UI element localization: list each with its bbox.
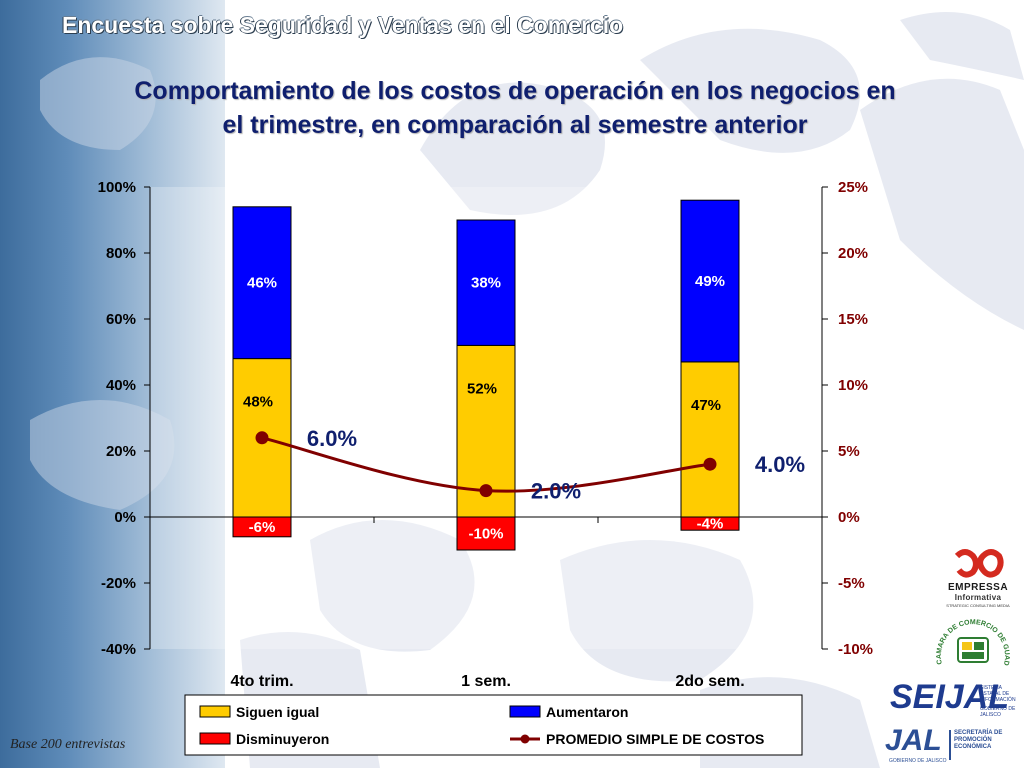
right-tick-label: 10% [838,377,868,394]
chart-title: Comportamiento de los costos de operació… [50,74,980,142]
left-tick-label: 100% [98,179,136,196]
left-tick-label: 80% [106,245,136,262]
bar-aumentaron [456,219,516,346]
left-tick-label: 0% [114,509,136,526]
empressa-name: EMPRESSA [947,582,1009,593]
bar-label-aumentaron: 46% [247,275,277,292]
slide-title: Encuesta sobre Seguridad y Ventas en el … [62,12,624,38]
chart-title-line-2: el trimestre, en comparación al semestre… [222,111,808,139]
data-label-promedio: 4.0% [755,452,805,477]
empressa-tagline: STRATEGIC CONSULTING MEDIA [946,603,1010,608]
right-tick-label: -10% [838,641,873,658]
bar-label-disminuyeron: -6% [249,519,276,536]
bar-label-aumentaron: 49% [695,273,725,290]
bar-label-siguen-igual: 52% [467,380,497,397]
right-tick-label: -5% [838,575,865,592]
bar-disminuyeron [456,516,516,551]
left-tick-label: 60% [106,311,136,328]
legend-box [184,694,803,756]
legend-label: Aumentaron [546,704,628,720]
legend-label: Disminuyeron [236,731,329,747]
point-promedio [479,484,493,498]
jalisco-mark: JAL [885,724,942,757]
right-tick-label: 20% [838,245,868,262]
category-label: 4to trim. [230,673,293,690]
point-promedio [255,431,269,445]
left-tick-label: -20% [101,575,136,592]
right-tick-label: 25% [838,179,868,196]
bar-label-siguen-igual: 48% [243,394,273,411]
bar-siguen-igual [680,361,740,518]
empressa-name-secondary: Informativa [954,593,1002,602]
bar-disminuyeron [232,516,292,538]
left-tick-label: 20% [106,443,136,460]
category-label: 1 sem. [461,673,511,690]
legend-swatch [199,705,231,718]
left-tick-label: -40% [101,641,136,658]
legend-label: Siguen igual [236,704,319,720]
legend-swatch [509,705,541,718]
bar-disminuyeron [680,516,740,531]
data-label-promedio: 2.0% [531,479,581,504]
seijal-government: GOBIERNO DE JALISCO [980,706,1016,718]
data-label-promedio: 6.0% [307,426,357,451]
seijal-subtitle: SISTEMA ESTATAL DE INFORMACIÓN [980,685,1016,703]
bar-label-aumentaron: 38% [471,275,501,292]
secretaria-promocion-label: SECRETARÍA DE PROMOCIÓN ECONÓMICA [949,730,1020,760]
bar-label-siguen-igual: 47% [691,397,721,414]
point-promedio [703,457,717,471]
right-tick-label: 15% [838,311,868,328]
jalisco-logo: JAL GOBIERNO DE JALISCO SECRETARÍA DE PR… [885,724,1020,766]
empressa-mark-icon [954,549,1004,578]
legend-label: PROMEDIO SIMPLE DE COSTOS [546,731,764,747]
canaco-seal-icon: CAMARA DE COMERCIO DE GUADALAJARA [930,612,1010,666]
seijal-mark: SEIJAL [890,678,1010,716]
bar-aumentaron [680,199,740,363]
left-tick-label: 40% [106,377,136,394]
right-tick-label: 5% [838,443,860,460]
legend-swatch-marker [520,734,530,744]
jalisco-subtitle: GOBIERNO DE JALISCO [889,758,947,764]
chart-title-line-1: Comportamiento de los costos de operació… [134,77,896,105]
base-note: Base 200 entrevistas [10,737,126,752]
bar-label-disminuyeron: -10% [468,526,503,543]
legend-swatch [199,732,231,745]
sponsor-logos: EMPRESSA Informativa STRATEGIC CONSULTIN… [885,548,1020,766]
category-label: 2do sem. [675,673,744,690]
right-tick-label: 0% [838,509,860,526]
bar-label-disminuyeron: -4% [697,516,724,533]
bar-aumentaron [232,206,292,360]
empressa-logo: EMPRESSA Informativa STRATEGIC CONSULTIN… [943,548,1013,610]
seijal-logo: SEIJAL SISTEMA ESTATAL DE INFORMACIÓN GO… [890,676,1020,720]
